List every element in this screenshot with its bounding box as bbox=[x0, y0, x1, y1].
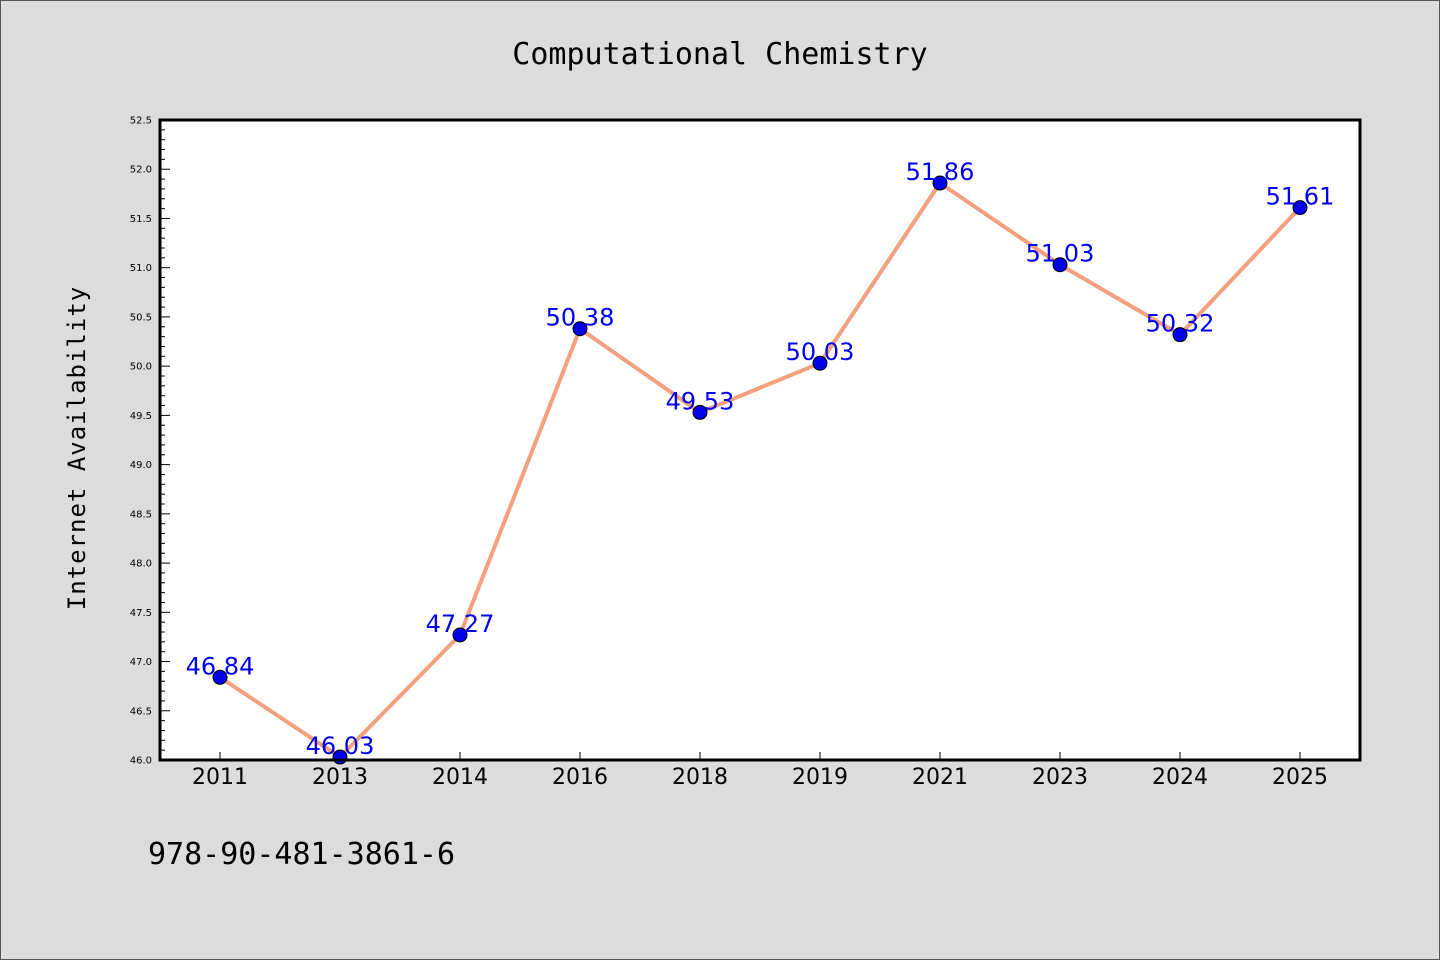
plot-area bbox=[160, 120, 1360, 760]
y-axis-ticks: 46.0 46.5 47.0 47.5 48.0 48.5 49.0 49.5 50.0 50.5… bbox=[130, 116, 170, 767]
y-tick-label: 51.0 bbox=[130, 263, 152, 274]
data-label: 46.84 bbox=[186, 652, 255, 680]
y-tick-label: 47.5 bbox=[130, 608, 152, 619]
x-tick-label: 2021 bbox=[912, 765, 968, 790]
y-tick-label: 51.5 bbox=[130, 214, 152, 225]
data-label: 46.03 bbox=[306, 732, 375, 760]
data-label: 50.32 bbox=[1146, 310, 1215, 338]
x-tick-label: 2013 bbox=[312, 765, 368, 790]
data-point bbox=[1172, 327, 1188, 343]
y-tick-label: 52.0 bbox=[130, 165, 152, 176]
y-tick-label: 48.0 bbox=[130, 559, 152, 570]
chart-title: Computational Chemistry bbox=[512, 37, 927, 72]
data-label: 51.03 bbox=[1026, 240, 1095, 268]
series-line bbox=[218, 181, 1302, 760]
y-tick-label: 49.0 bbox=[130, 460, 152, 471]
y-tick-label: 52.5 bbox=[130, 116, 152, 127]
y-tick-label: 46.5 bbox=[130, 706, 152, 717]
data-point bbox=[812, 355, 828, 371]
data-label: 50.38 bbox=[546, 304, 615, 332]
y-tick-label: 49.5 bbox=[130, 411, 152, 422]
plot-border bbox=[158, 118, 1362, 762]
y-tick-label: 48.5 bbox=[130, 509, 152, 520]
x-tick-label: 2024 bbox=[1152, 765, 1208, 790]
isbn-annotation: 978-90-481-3861-6 bbox=[148, 837, 455, 872]
x-tick-label: 2025 bbox=[1272, 765, 1328, 790]
y-tick-label: 50.5 bbox=[130, 312, 152, 323]
data-point bbox=[1292, 200, 1308, 216]
x-tick-label: 2011 bbox=[192, 765, 248, 790]
data-point bbox=[932, 175, 948, 191]
data-label: 47.27 bbox=[426, 610, 495, 638]
data-labels: 46.84 46.03 47.27 50.38 49.53 50.03 51.86 51.03… bbox=[186, 158, 1335, 760]
x-tick-label: 2018 bbox=[672, 765, 728, 790]
y-axis-label: Internet Availability bbox=[63, 286, 91, 610]
data-point bbox=[212, 669, 228, 685]
data-label: 51.61 bbox=[1266, 183, 1335, 211]
y-tick-label: 46.0 bbox=[130, 756, 152, 767]
y-tick-label: 47.0 bbox=[130, 657, 152, 668]
x-tick-label: 2016 bbox=[552, 765, 608, 790]
x-axis-ticks: 2011 2013 2014 2016 2018 2019 2021 2023 2024 2025 bbox=[192, 752, 1328, 790]
series-markers bbox=[212, 175, 1308, 765]
x-tick-label: 2014 bbox=[432, 765, 488, 790]
data-label: 49.53 bbox=[666, 387, 735, 415]
data-point bbox=[452, 627, 468, 643]
data-point bbox=[1052, 257, 1068, 273]
data-label: 50.03 bbox=[786, 338, 855, 366]
data-label: 51.86 bbox=[906, 158, 975, 186]
x-tick-label: 2023 bbox=[1032, 765, 1088, 790]
data-point bbox=[692, 404, 708, 420]
data-point bbox=[572, 321, 588, 337]
y-tick-label: 50.0 bbox=[130, 362, 152, 373]
series-line-group bbox=[218, 181, 1302, 760]
x-tick-label: 2019 bbox=[792, 765, 848, 790]
